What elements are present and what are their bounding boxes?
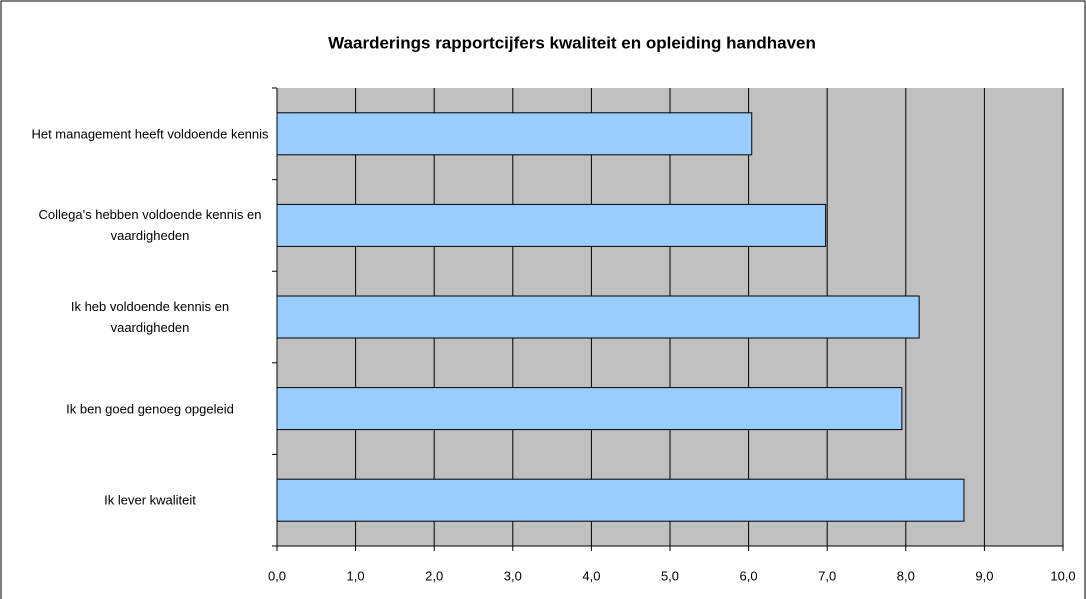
x-tick-label: 9,0 <box>975 568 993 583</box>
bar <box>276 387 903 431</box>
x-tick-label: 3,0 <box>504 568 522 583</box>
x-tick-label: 8,0 <box>897 568 915 583</box>
bar <box>276 478 965 522</box>
bar <box>276 112 753 156</box>
y-tick-label: Ik ben goed genoeg opgeleid <box>66 401 234 417</box>
x-tick-label: 1,0 <box>347 568 365 583</box>
x-tick-label: 0,0 <box>268 568 286 583</box>
y-tick-label: Ik lever kwaliteit <box>104 492 196 508</box>
chart-title: Waarderings rapportcijfers kwaliteit en … <box>328 33 816 52</box>
y-tick-label: Ik heb voldoende kennis en vaardigheden <box>70 299 230 335</box>
x-tick-label: 2,0 <box>425 568 443 583</box>
bar <box>276 295 920 339</box>
x-tick-label: 5,0 <box>661 568 679 583</box>
x-tick-label: 7,0 <box>818 568 836 583</box>
y-tick-label: Het management heeft voldoende kennis <box>31 126 269 142</box>
y-tick-label: Collega's hebben voldoende kennis en vaa… <box>38 207 262 244</box>
bar <box>276 203 827 247</box>
x-tick-label: 10,0 <box>1050 568 1075 583</box>
x-tick-label: 6,0 <box>740 568 758 583</box>
x-tick-label: 4,0 <box>582 568 600 583</box>
